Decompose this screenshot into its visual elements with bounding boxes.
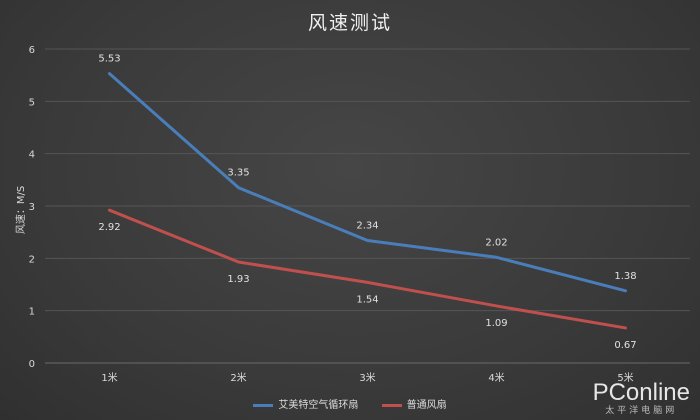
data-labels: 5.53 3.35 2.34 2.02 1.38 2.92 1.93 1.54 1.09 0.67 xyxy=(98,54,636,351)
pconline-watermark: PConline 太平洋电脑网 xyxy=(592,379,690,417)
watermark-logo: PConline xyxy=(592,379,690,406)
watermark-subtitle: 太平洋电脑网 xyxy=(605,406,678,416)
chart-title: 风速测试 xyxy=(307,12,392,34)
legend-label: 艾美特空气循环扇 xyxy=(278,400,359,411)
data-label: 2.92 xyxy=(98,222,120,233)
y-tick-label: 5 xyxy=(29,97,35,108)
y-tick-label: 1 xyxy=(29,307,35,318)
series-lines xyxy=(108,72,627,330)
data-label: 2.02 xyxy=(485,237,507,248)
y-tick-label: 4 xyxy=(29,150,35,161)
legend-label: 普通风扇 xyxy=(406,400,447,411)
series-line-2 xyxy=(108,208,627,330)
y-tick-label: 0 xyxy=(29,359,35,370)
data-label: 3.35 xyxy=(227,168,249,179)
x-axis-ticks: 1米 2米 3米 4米 5米 xyxy=(101,371,633,384)
x-tick-label: 5米 xyxy=(617,371,633,384)
data-label: 0.67 xyxy=(614,340,636,351)
y-axis-ticks: 0 1 2 3 4 5 6 xyxy=(29,45,35,370)
x-tick-label: 4米 xyxy=(488,371,504,384)
legend-item-series-1: 艾美特空气循环扇 xyxy=(253,396,358,411)
grid-lines xyxy=(45,48,690,364)
data-label: 1.09 xyxy=(485,318,507,329)
x-tick-label: 1米 xyxy=(101,371,117,384)
data-label: 5.53 xyxy=(98,54,120,65)
legend-swatch-red xyxy=(381,403,402,407)
data-label: 1.38 xyxy=(614,271,636,282)
legend-swatch-blue xyxy=(253,403,274,407)
data-label: 2.34 xyxy=(356,221,378,232)
y-axis-label: 风速：M/S xyxy=(15,186,27,234)
y-tick-label: 6 xyxy=(29,45,35,56)
data-label: 1.54 xyxy=(356,294,378,305)
data-label: 1.93 xyxy=(227,274,249,285)
x-tick-label: 3米 xyxy=(359,371,375,384)
legend: 艾美特空气循环扇 普通风扇 xyxy=(0,396,700,411)
y-tick-label: 3 xyxy=(29,202,35,213)
series-line-1 xyxy=(108,72,627,293)
y-tick-label: 2 xyxy=(29,254,35,265)
legend-item-series-2: 普通风扇 xyxy=(381,396,447,411)
x-tick-label: 2米 xyxy=(230,371,246,384)
